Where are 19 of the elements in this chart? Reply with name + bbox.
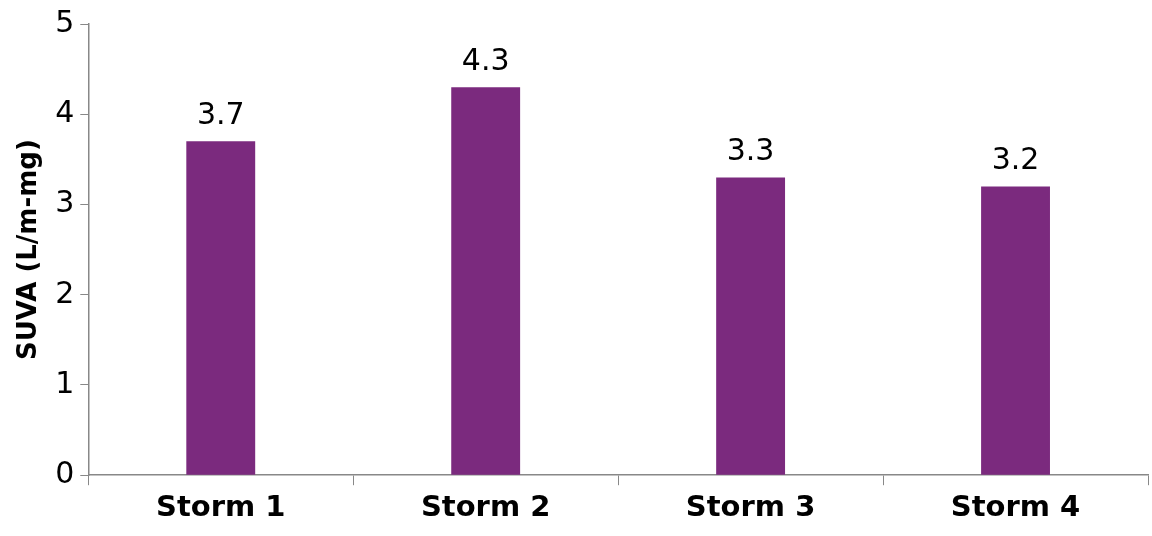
x-tick-label: Storm 1 — [156, 489, 286, 524]
y-tick-label: 5 — [55, 3, 75, 39]
y-axis-title: SUVA (L/m-mg) — [12, 139, 43, 360]
y-tick-label: 3 — [55, 184, 75, 220]
x-tick-label: Storm 3 — [685, 489, 816, 524]
bar — [451, 87, 521, 475]
x-tick-label: Storm 4 — [950, 489, 1081, 524]
bar — [186, 141, 256, 475]
data-label: 3.7 — [196, 96, 245, 132]
bar — [716, 177, 786, 475]
y-tick-label: 1 — [55, 364, 75, 400]
y-tick-label: 4 — [55, 94, 75, 130]
data-label: 3.3 — [726, 132, 775, 168]
x-tick-label: Storm 2 — [420, 489, 551, 524]
bar — [981, 186, 1050, 475]
y-tick-label: 0 — [55, 455, 75, 490]
data-label: 3.2 — [991, 141, 1040, 177]
y-tick-label: 2 — [55, 274, 75, 310]
data-label: 4.3 — [461, 41, 510, 77]
